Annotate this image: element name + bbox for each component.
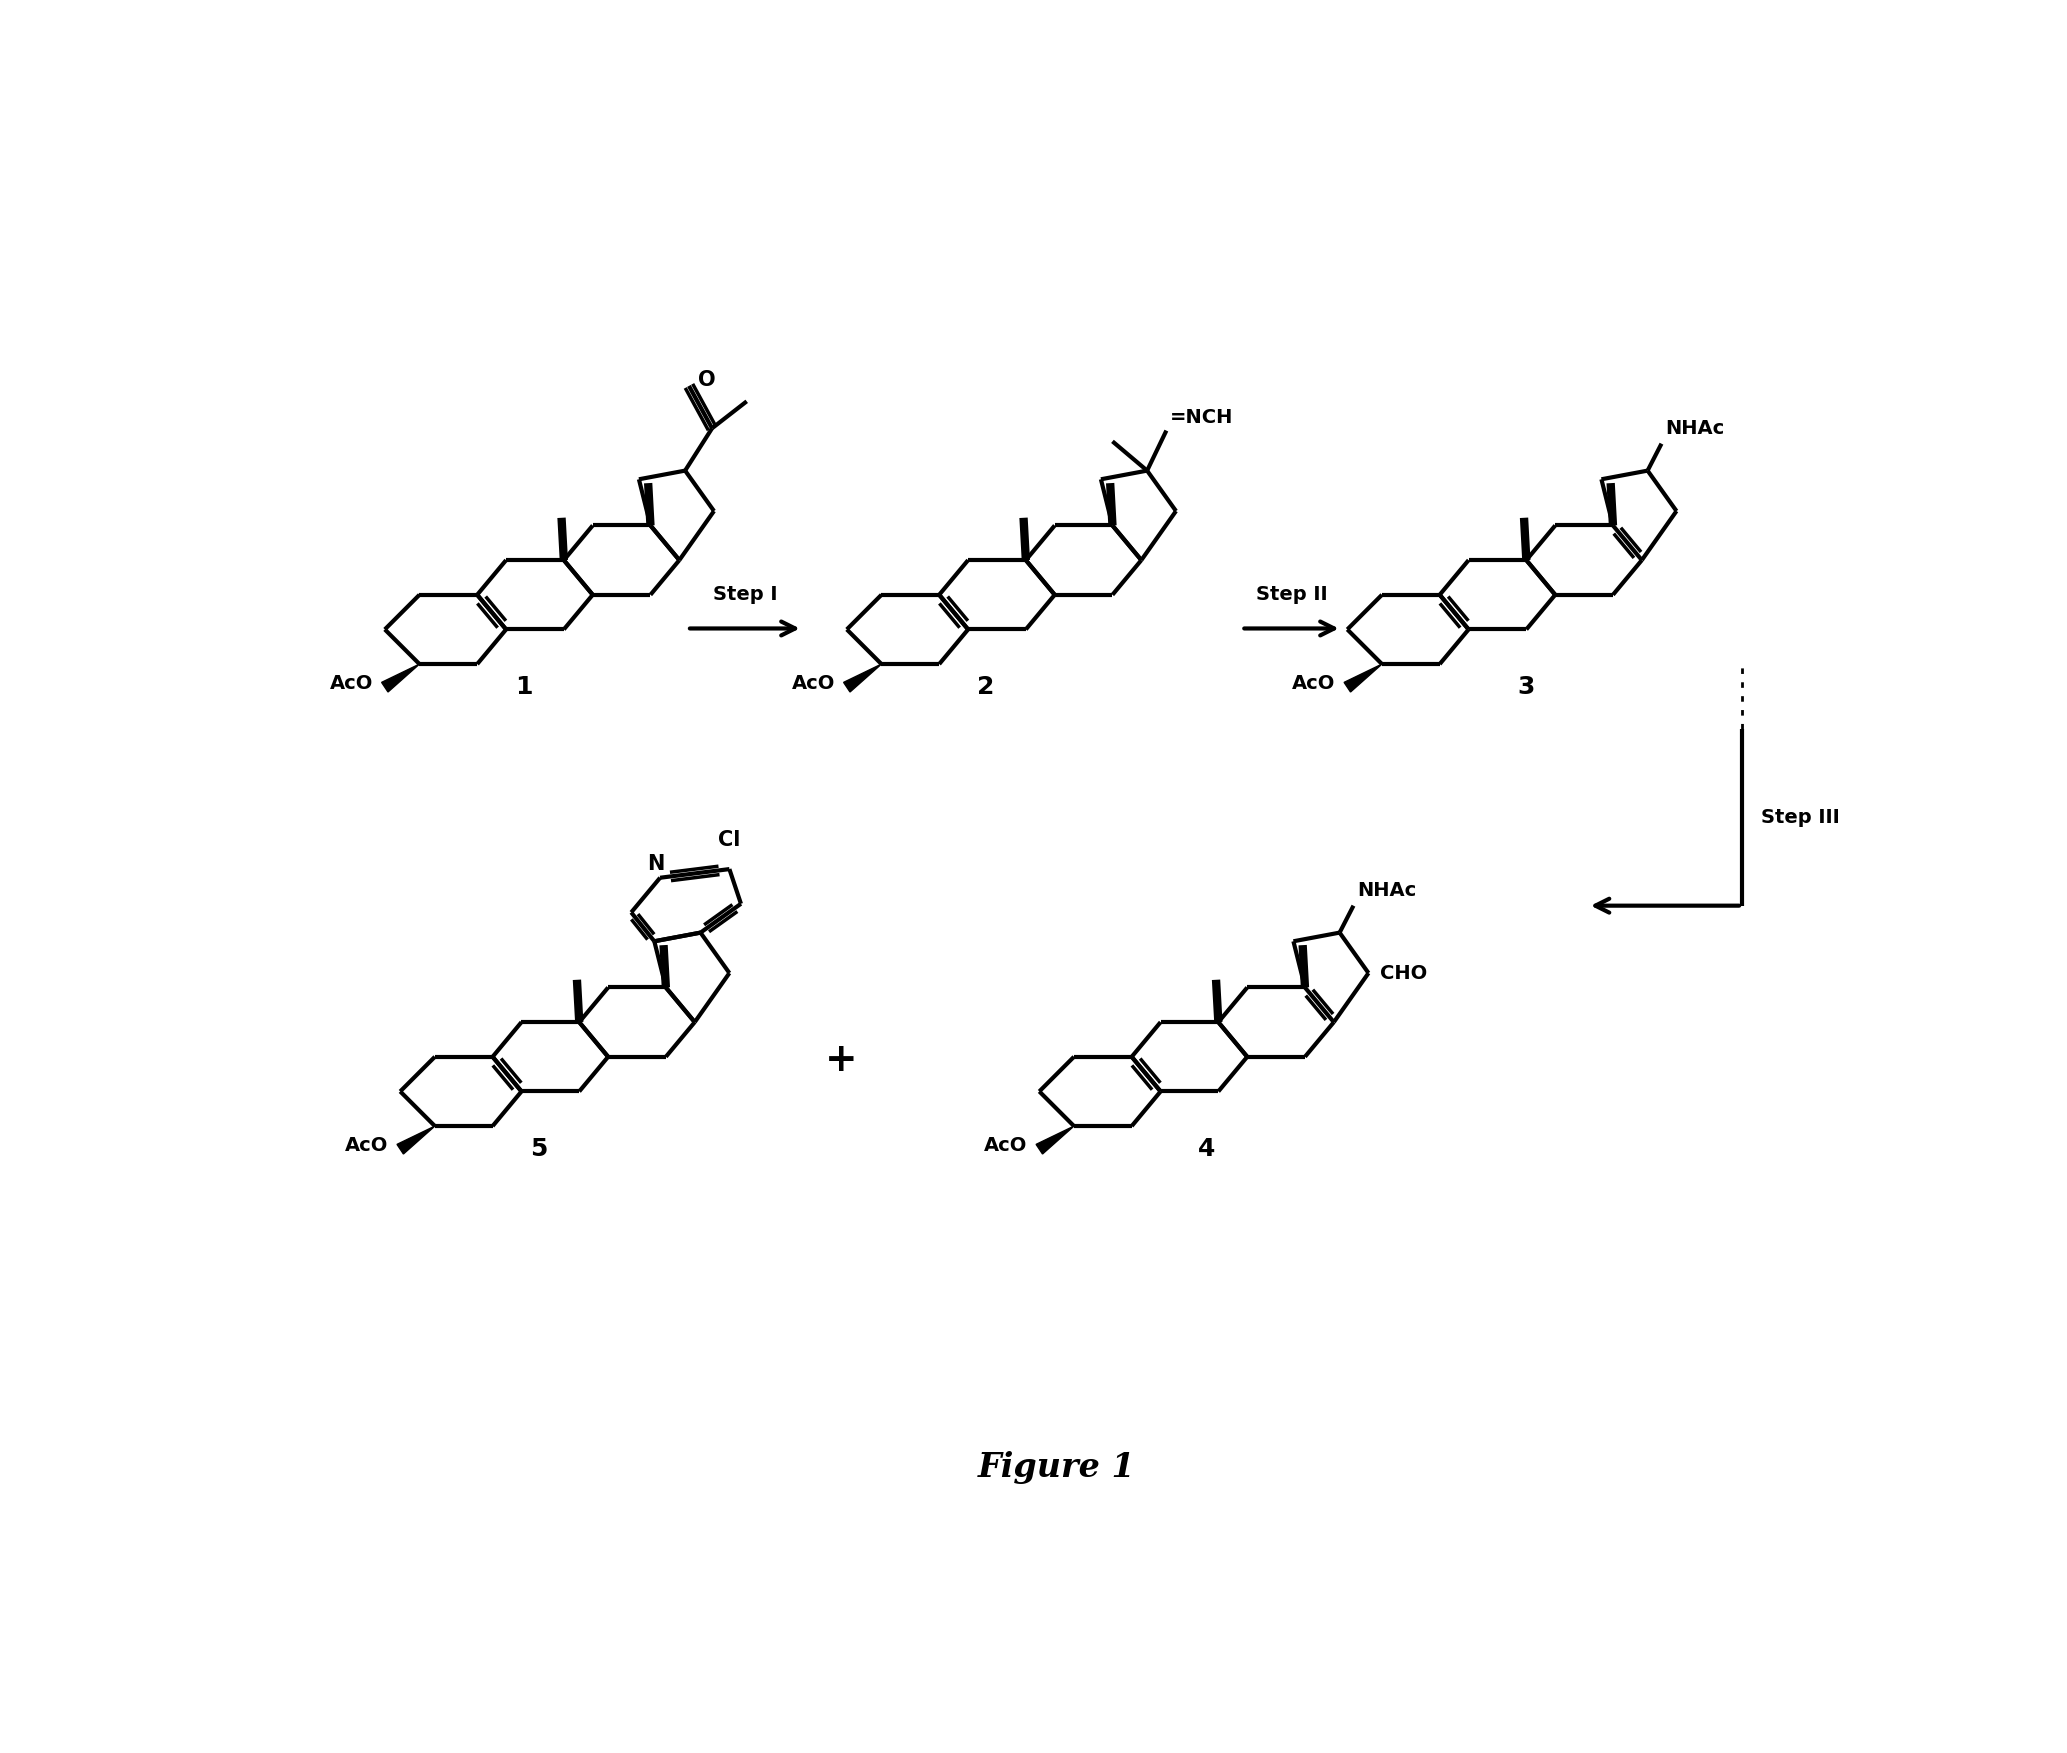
Text: CHO: CHO: [1381, 964, 1428, 982]
Text: AcO: AcO: [1292, 673, 1335, 692]
Polygon shape: [1036, 1125, 1075, 1153]
Text: AcO: AcO: [984, 1136, 1027, 1155]
Text: 5: 5: [529, 1138, 548, 1160]
Text: AcO: AcO: [792, 673, 835, 692]
Text: NHAc: NHAc: [1666, 419, 1724, 438]
Text: Cl: Cl: [717, 829, 740, 850]
Text: Step II: Step II: [1255, 586, 1327, 603]
Polygon shape: [843, 664, 881, 692]
Text: 1: 1: [515, 675, 531, 699]
Text: Step III: Step III: [1761, 808, 1840, 827]
Text: AcO: AcO: [331, 673, 374, 692]
Text: AcO: AcO: [345, 1136, 389, 1155]
Text: 2: 2: [978, 675, 994, 699]
Text: +: +: [825, 1041, 858, 1078]
Text: Figure 1: Figure 1: [978, 1451, 1135, 1485]
Text: O: O: [699, 370, 715, 389]
Text: =NCH: =NCH: [1170, 408, 1234, 426]
Text: Step I: Step I: [713, 586, 777, 603]
Text: N: N: [647, 854, 666, 875]
Polygon shape: [397, 1125, 434, 1153]
Polygon shape: [1344, 664, 1383, 692]
Text: 3: 3: [1517, 675, 1536, 699]
Polygon shape: [382, 664, 420, 692]
Text: NHAc: NHAc: [1358, 880, 1416, 899]
Text: 4: 4: [1199, 1138, 1215, 1160]
